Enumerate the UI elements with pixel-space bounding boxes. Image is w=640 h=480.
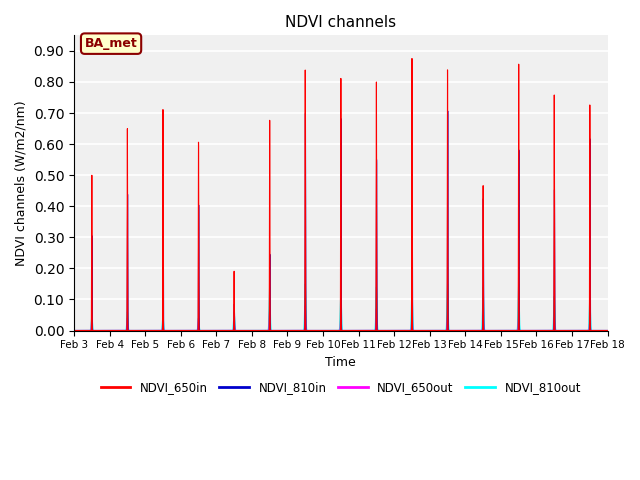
Y-axis label: NDVI channels (W/m2/nm): NDVI channels (W/m2/nm) (15, 100, 28, 266)
NDVI_650in (466, 328, 474, 334)
NDVI_810in (70, 328, 78, 334)
NDVI_650in (264, 328, 271, 334)
NDVI_810out (494, 328, 502, 334)
NDVI_650in (604, 328, 611, 334)
NDVI_810in (466, 328, 474, 334)
NDVI_810in (264, 328, 271, 334)
NDVI_810out (386, 328, 394, 334)
Line: NDVI_650in: NDVI_650in (74, 59, 607, 331)
Line: NDVI_650out: NDVI_650out (74, 306, 607, 331)
NDVI_810out (604, 328, 611, 334)
NDVI_810in (444, 108, 452, 114)
Line: NDVI_810in: NDVI_810in (74, 111, 607, 331)
Legend: NDVI_650in, NDVI_810in, NDVI_650out, NDVI_810out: NDVI_650in, NDVI_810in, NDVI_650out, NDV… (96, 376, 586, 398)
NDVI_810in (494, 328, 502, 334)
NDVI_650out (70, 328, 78, 334)
NDVI_650out (409, 327, 417, 333)
NDVI_810out (264, 328, 271, 334)
Line: NDVI_810out: NDVI_810out (74, 284, 607, 331)
NDVI_650in (386, 328, 394, 334)
NDVI_650out (466, 328, 474, 334)
NDVI_650in (494, 328, 502, 334)
NDVI_650in (97, 328, 105, 334)
NDVI_650out (386, 328, 394, 334)
NDVI_650in (409, 328, 417, 334)
NDVI_650out (97, 328, 105, 334)
NDVI_650out (604, 328, 611, 334)
NDVI_650out (494, 328, 502, 334)
NDVI_650out (264, 328, 271, 334)
Title: NDVI channels: NDVI channels (285, 15, 396, 30)
NDVI_650in (70, 328, 78, 334)
NDVI_810in (604, 328, 611, 334)
NDVI_810out (97, 328, 105, 334)
NDVI_810out (70, 328, 78, 334)
Text: BA_met: BA_met (84, 37, 138, 50)
NDVI_650out (301, 303, 309, 309)
NDVI_810out (466, 328, 474, 334)
NDVI_650in (408, 56, 416, 61)
NDVI_810in (97, 328, 105, 334)
NDVI_810in (409, 328, 417, 334)
NDVI_810out (515, 281, 522, 287)
NDVI_810out (409, 322, 417, 327)
X-axis label: Time: Time (326, 356, 356, 369)
NDVI_810in (386, 328, 394, 334)
